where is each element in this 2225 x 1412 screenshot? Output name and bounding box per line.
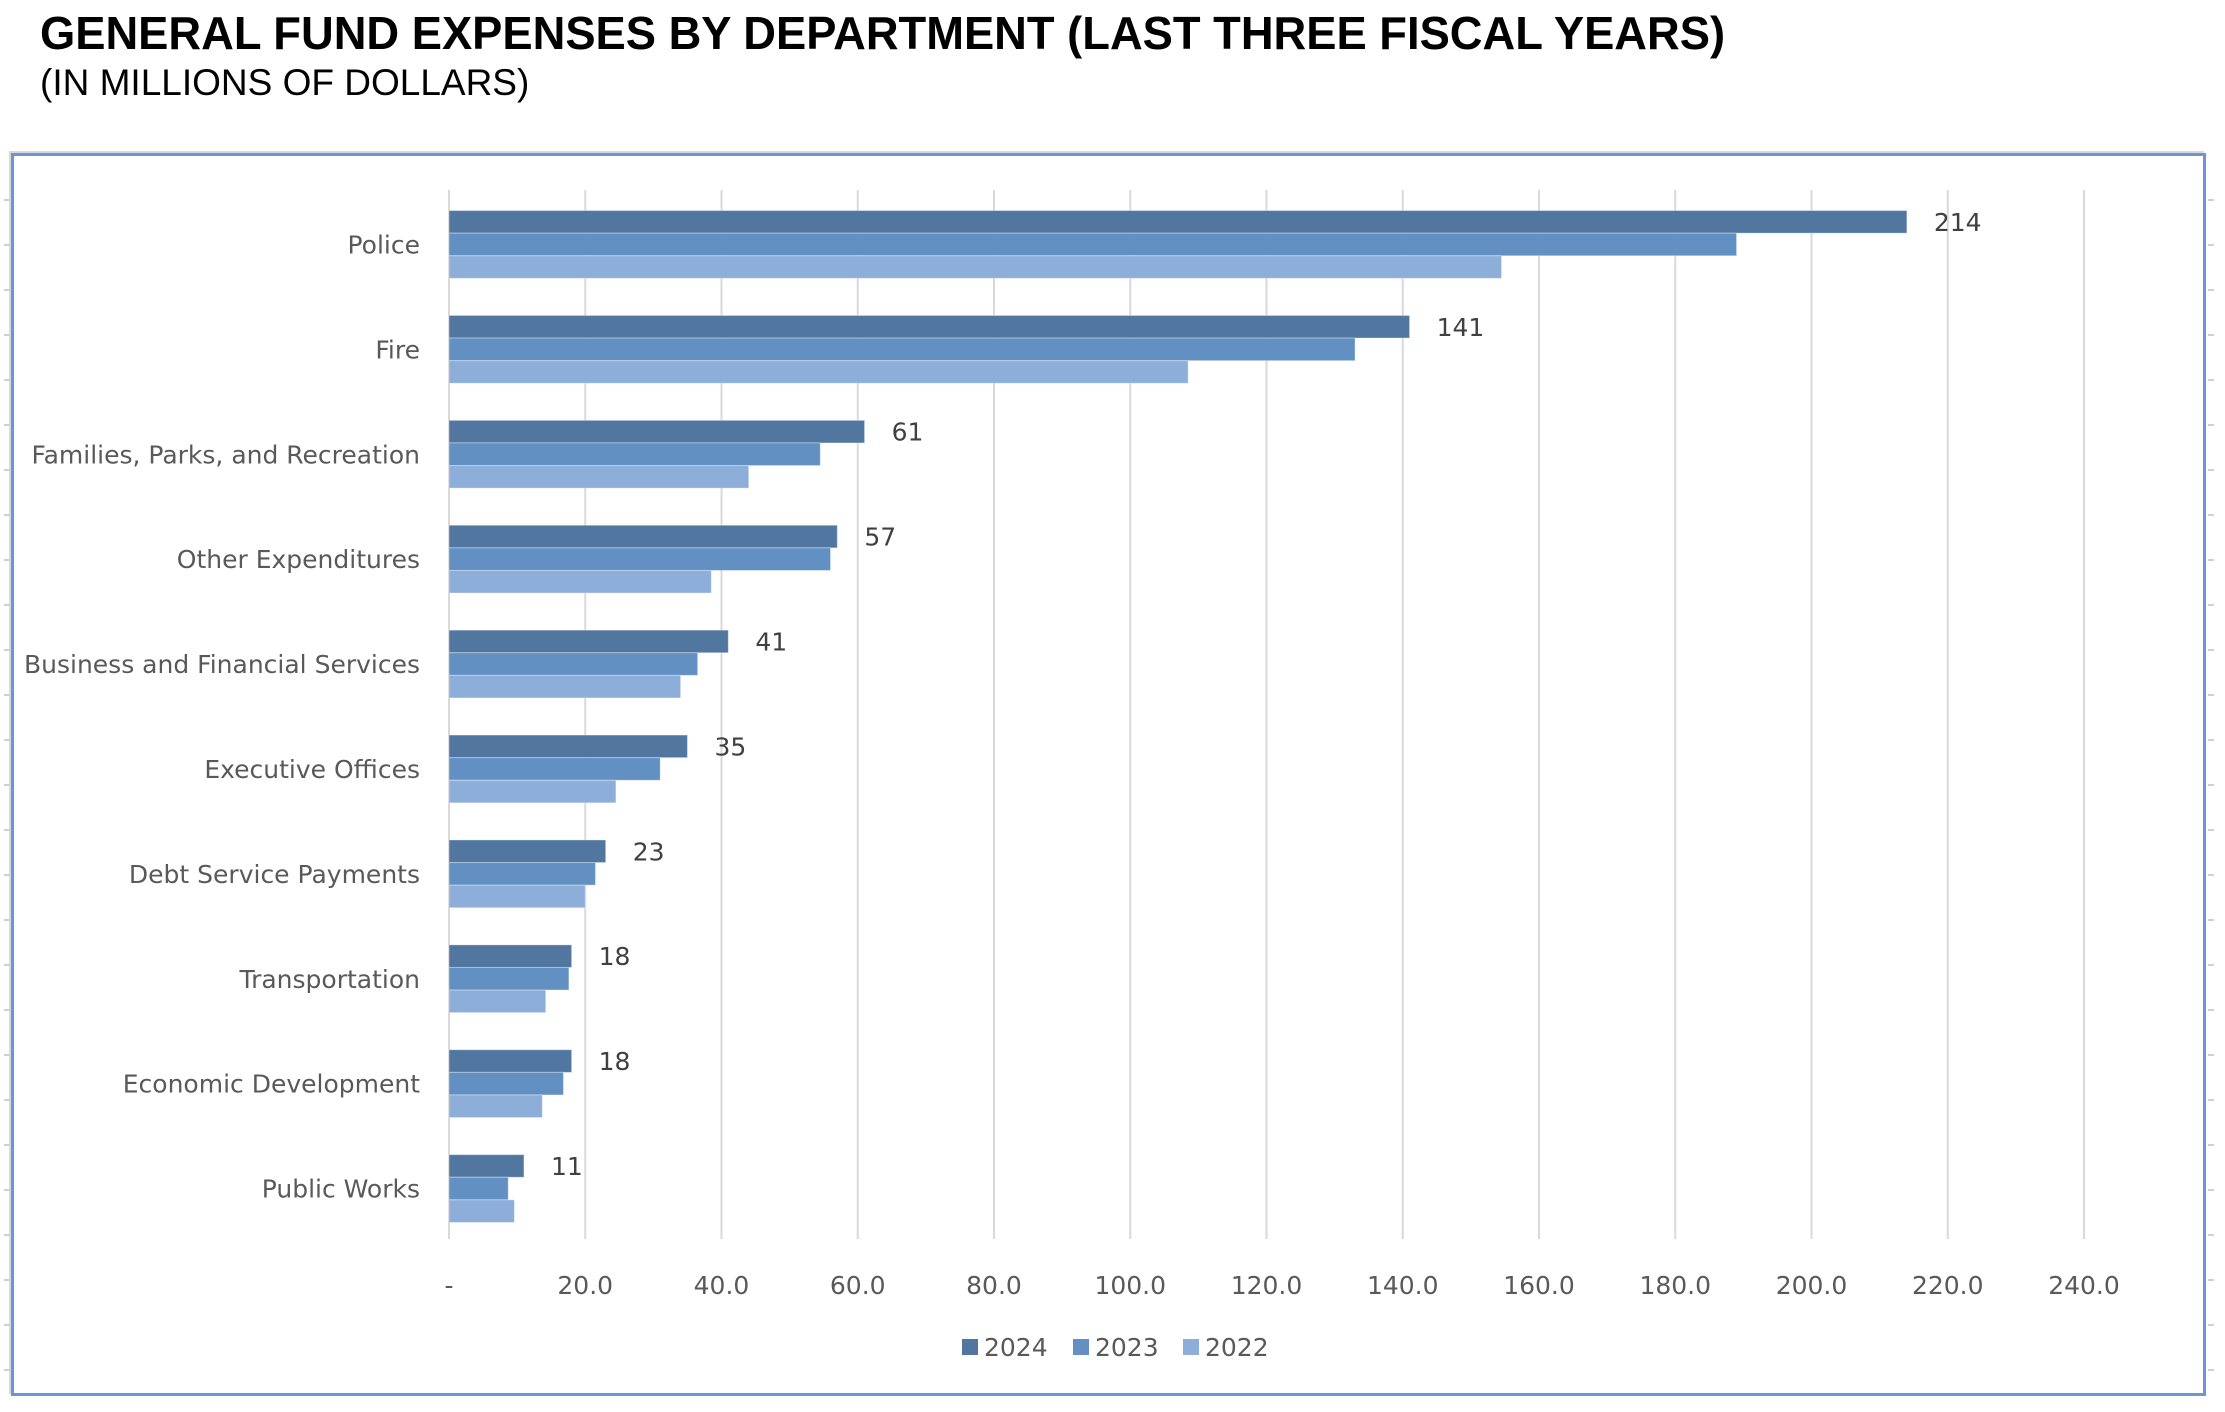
bar-2024 — [448, 734, 688, 759]
bar-2024 — [448, 419, 866, 444]
x-tick-label: 60.0 — [830, 1271, 886, 1300]
data-label: 23 — [633, 837, 665, 866]
data-label: 57 — [864, 523, 896, 552]
category-label: Fire — [375, 335, 420, 364]
bar-2023 — [448, 547, 831, 571]
data-labels: 214 141 61 57 41 35 23 18 18 11 — [551, 208, 1982, 1181]
x-tick-label: 20.0 — [557, 1271, 613, 1300]
bar-2024 — [448, 839, 607, 864]
bars — [448, 210, 1908, 1223]
x-tick-label: 240.0 — [2048, 1271, 2120, 1300]
category-label: Transportation — [238, 965, 420, 994]
data-label: 141 — [1437, 313, 1485, 342]
bar-2024 — [448, 210, 1908, 234]
legend-label-2022: 2022 — [1205, 1333, 1269, 1362]
data-label: 214 — [1934, 208, 1982, 237]
bar-2024 — [448, 524, 838, 549]
gridlines — [448, 190, 2085, 1239]
x-tick-label: 180.0 — [1639, 1271, 1711, 1300]
x-tick-label: 100.0 — [1094, 1271, 1166, 1300]
category-label: Police — [348, 230, 421, 259]
bar-2022 — [448, 989, 547, 1014]
frame-tick-marks — [4, 199, 2214, 1371]
x-tick-label: 140.0 — [1367, 1271, 1439, 1300]
x-tick-label: 80.0 — [966, 1271, 1022, 1300]
bar-2024 — [448, 314, 1411, 339]
legend-swatch-2024 — [962, 1339, 978, 1355]
x-tick-label: 160.0 — [1503, 1271, 1575, 1300]
bar-2024 — [448, 1049, 573, 1073]
legend: 2024 2023 2022 — [962, 1333, 1269, 1362]
bar-2023 — [448, 337, 1356, 362]
category-labels: Police Fire Families, Parks, and Recreatio… — [24, 230, 420, 1203]
data-label: 35 — [714, 732, 746, 761]
bar-2023 — [448, 652, 699, 676]
category-label: Other Expenditures — [177, 545, 420, 574]
data-label: 18 — [599, 1047, 631, 1076]
x-tick-label: 200.0 — [1776, 1271, 1848, 1300]
data-label: 61 — [892, 418, 924, 447]
bar-2023 — [448, 862, 596, 886]
bar-2022 — [448, 465, 750, 489]
bar-2023 — [448, 232, 1738, 257]
legend-label-2023: 2023 — [1095, 1333, 1159, 1362]
x-tick-labels: - 20.0 40.0 60.0 80.0 100.0 120.0 140.0 160.0 180… — [444, 1271, 2119, 1300]
bar-2024 — [448, 944, 573, 968]
bar-2023 — [448, 966, 570, 991]
category-label: Executive Offices — [204, 755, 420, 784]
bar-2024 — [448, 1154, 525, 1178]
x-tick-label: - — [444, 1271, 453, 1300]
bar-2022 — [448, 1199, 515, 1223]
bar-2022 — [448, 779, 617, 804]
bar-2022 — [448, 1094, 543, 1119]
bar-2022 — [448, 674, 682, 699]
data-label: 18 — [599, 942, 631, 971]
legend-label-2024: 2024 — [984, 1333, 1048, 1362]
bar-2024 — [448, 629, 729, 654]
category-label: Business and Financial Services — [24, 650, 420, 679]
bar-2023 — [448, 1071, 564, 1096]
chart-title: GENERAL FUND EXPENSES BY DEPARTMENT (LAS… — [40, 7, 1726, 59]
category-label: Families, Parks, and Recreation — [31, 440, 420, 469]
bar-2022 — [448, 884, 586, 909]
legend-swatch-2022 — [1183, 1339, 1199, 1355]
bar-2022 — [448, 360, 1189, 384]
legend-swatch-2023 — [1073, 1339, 1089, 1355]
x-tick-label: 120.0 — [1231, 1271, 1303, 1300]
bar-2023 — [448, 442, 821, 467]
bar-2023 — [448, 1176, 509, 1201]
chart-subtitle: (IN MILLIONS OF DOLLARS) — [40, 62, 530, 103]
bar-2022 — [448, 569, 712, 594]
x-tick-label: 40.0 — [694, 1271, 750, 1300]
data-label: 41 — [755, 627, 787, 656]
chart-frame — [11, 153, 2206, 1396]
bar-2023 — [448, 757, 661, 781]
category-label: Economic Development — [123, 1070, 420, 1099]
x-tick-label: 220.0 — [1912, 1271, 1984, 1300]
data-label: 11 — [551, 1152, 583, 1181]
category-label: Debt Service Payments — [129, 860, 420, 889]
category-label: Public Works — [262, 1175, 420, 1204]
bar-2022 — [448, 255, 1503, 279]
